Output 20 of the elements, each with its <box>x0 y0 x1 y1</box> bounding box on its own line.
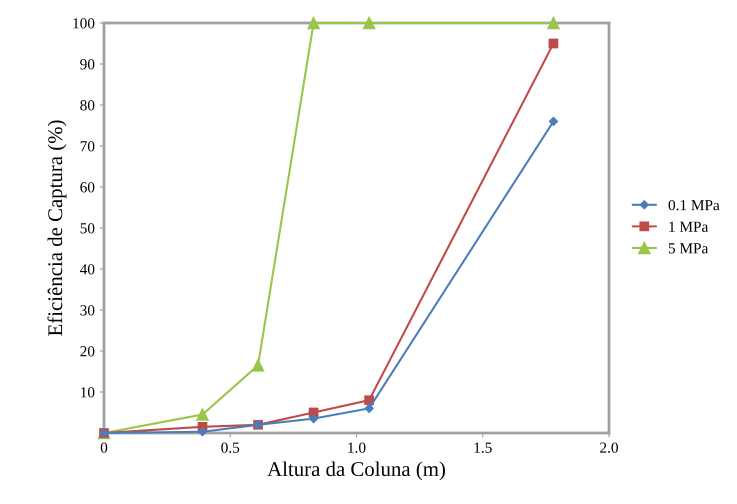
y-tick-label: 10 <box>81 387 94 398</box>
y-tick-label: 30 <box>80 305 94 316</box>
y-tick-label: 90 <box>80 59 94 70</box>
y-tick-label: 50 <box>80 223 94 234</box>
y-tick-label: 80 <box>80 100 94 110</box>
legend-label: 1 MPa <box>669 222 708 232</box>
x-tick-label: 2.0 <box>600 442 618 453</box>
x-tick-label: 1.5 <box>474 442 492 453</box>
y-axis-title: Eficiência de Captura (%) <box>47 120 66 336</box>
x-tick-label: 0.5 <box>221 442 240 453</box>
y-tick-label: 40 <box>80 264 94 274</box>
x-tick-label: 0 <box>100 442 108 453</box>
y-tick-label: 60 <box>80 182 94 192</box>
y-tick-label: 100 <box>73 18 94 28</box>
legend-label: 0.1 MPa <box>668 200 720 210</box>
x-axis-title: Altura da Coluna (m) <box>267 461 445 480</box>
y-tick-label: 20 <box>80 346 94 356</box>
legend-label: 5 MPa <box>668 243 708 254</box>
x-tick-label: 1.0 <box>348 442 366 453</box>
y-tick-label: 70 <box>80 141 94 152</box>
